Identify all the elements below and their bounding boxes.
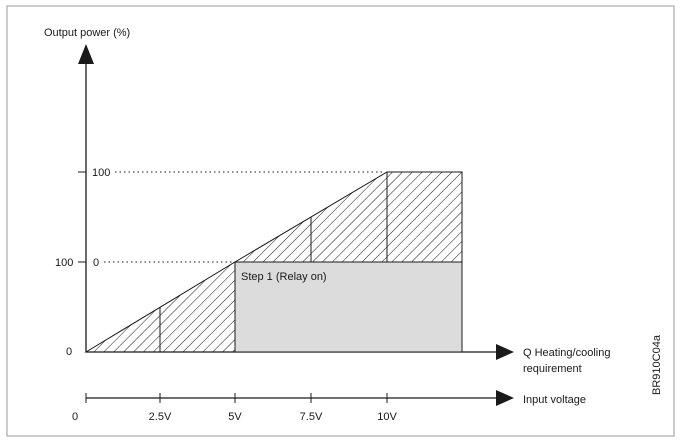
- x-axis-label-line2: requirement: [523, 363, 582, 375]
- label-middle-0: 0: [93, 257, 99, 269]
- label-zero: 0: [66, 346, 72, 358]
- ramp-upper-hatched: [233, 171, 463, 263]
- label-middle-100: 100: [55, 257, 73, 269]
- voltage-label-0: 0: [72, 411, 78, 423]
- outer-border: [6, 5, 675, 437]
- y-axis-label: Output power (%): [44, 27, 130, 39]
- voltage-axis-arrow-icon: [496, 390, 514, 406]
- x-axis-arrow-icon: [496, 344, 514, 360]
- y-axis-arrow-icon: [78, 44, 94, 64]
- relay-on-region: [234, 261, 463, 353]
- voltage-label-2: 5V: [228, 411, 242, 423]
- voltage-axis-label: Input voltage: [523, 394, 586, 406]
- voltage-label-3: 7.5V: [300, 411, 323, 423]
- voltage-label-1: 2.5V: [149, 411, 172, 423]
- figure-code: BR910C04a: [651, 334, 663, 395]
- label-upper-100: 100: [92, 167, 110, 179]
- step-label: Step 1 (Relay on): [241, 271, 327, 283]
- x-axis-label-line1: Q Heating/cooling: [523, 347, 610, 359]
- voltage-label-4: 10V: [377, 411, 397, 423]
